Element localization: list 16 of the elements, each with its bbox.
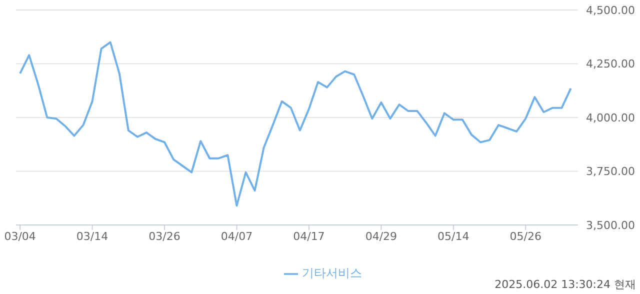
x-tick-label: 04/07 (220, 230, 253, 243)
y-tick-label: 3,750.00 (586, 165, 635, 178)
x-tick-label: 04/29 (365, 230, 398, 243)
x-tick-label: 03/04 (4, 230, 36, 243)
text: 2025.06.02 13:30:24 현재 (494, 277, 636, 292)
x-tick-label: 03/14 (76, 230, 108, 243)
legend-label: 기타서비스 (302, 266, 362, 280)
x-tick-label: 03/26 (148, 230, 180, 243)
y-tick-label: 4,000.00 (586, 111, 635, 124)
x-tick-label: 05/14 (438, 230, 470, 243)
x-tick-label: 05/26 (510, 230, 542, 243)
line-series (19, 41, 572, 207)
y-tick-label: 4,500.00 (586, 4, 635, 17)
y-tick-label: 4,250.00 (586, 58, 635, 71)
y-tick-label: 3,500.00 (586, 218, 635, 232)
x-tick-label: 04/17 (293, 230, 325, 243)
